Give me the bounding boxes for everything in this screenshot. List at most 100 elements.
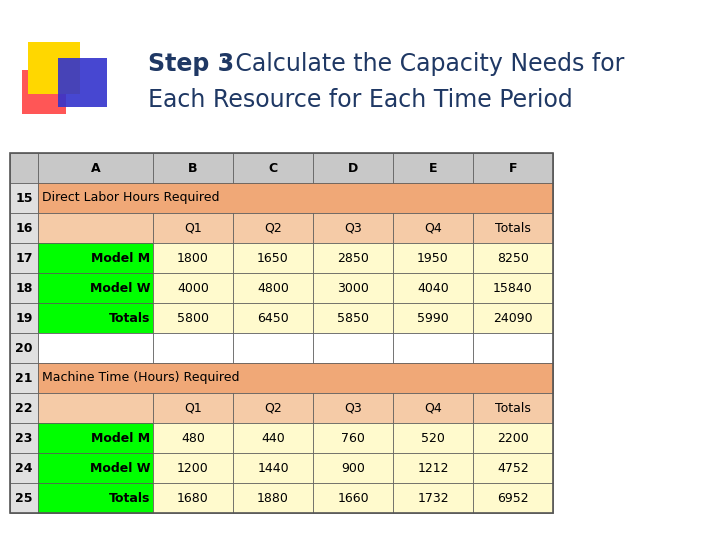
FancyBboxPatch shape bbox=[473, 243, 553, 273]
Text: 5990: 5990 bbox=[417, 312, 449, 325]
FancyBboxPatch shape bbox=[473, 153, 553, 183]
Text: 760: 760 bbox=[341, 431, 365, 444]
FancyBboxPatch shape bbox=[233, 153, 313, 183]
FancyBboxPatch shape bbox=[313, 213, 393, 243]
FancyBboxPatch shape bbox=[153, 453, 233, 483]
FancyBboxPatch shape bbox=[10, 393, 38, 423]
Text: 1880: 1880 bbox=[257, 491, 289, 504]
Text: B: B bbox=[188, 161, 198, 174]
FancyBboxPatch shape bbox=[313, 423, 393, 453]
FancyBboxPatch shape bbox=[313, 273, 393, 303]
FancyBboxPatch shape bbox=[473, 333, 553, 363]
Text: 5850: 5850 bbox=[337, 312, 369, 325]
FancyBboxPatch shape bbox=[10, 273, 38, 303]
FancyBboxPatch shape bbox=[10, 483, 38, 513]
FancyBboxPatch shape bbox=[10, 333, 38, 363]
FancyBboxPatch shape bbox=[233, 453, 313, 483]
Text: 6450: 6450 bbox=[257, 312, 289, 325]
Text: Q2: Q2 bbox=[264, 221, 282, 234]
FancyBboxPatch shape bbox=[153, 243, 233, 273]
FancyBboxPatch shape bbox=[393, 483, 473, 513]
Text: 16: 16 bbox=[15, 221, 32, 234]
FancyBboxPatch shape bbox=[10, 183, 38, 213]
Text: Q1: Q1 bbox=[184, 221, 202, 234]
FancyBboxPatch shape bbox=[28, 42, 80, 94]
Text: 1732: 1732 bbox=[417, 491, 449, 504]
FancyBboxPatch shape bbox=[313, 453, 393, 483]
FancyBboxPatch shape bbox=[10, 303, 38, 333]
Text: 21: 21 bbox=[15, 372, 32, 384]
FancyBboxPatch shape bbox=[38, 483, 153, 513]
FancyBboxPatch shape bbox=[393, 273, 473, 303]
Text: Q4: Q4 bbox=[424, 402, 442, 415]
FancyBboxPatch shape bbox=[393, 333, 473, 363]
Text: Q4: Q4 bbox=[424, 221, 442, 234]
Text: 4000: 4000 bbox=[177, 281, 209, 294]
Text: Model W: Model W bbox=[89, 281, 150, 294]
FancyBboxPatch shape bbox=[10, 213, 38, 243]
FancyBboxPatch shape bbox=[153, 213, 233, 243]
FancyBboxPatch shape bbox=[10, 423, 38, 453]
Text: 1800: 1800 bbox=[177, 252, 209, 265]
Text: Q3: Q3 bbox=[344, 402, 362, 415]
FancyBboxPatch shape bbox=[313, 483, 393, 513]
Text: 4752: 4752 bbox=[497, 462, 529, 475]
FancyBboxPatch shape bbox=[473, 303, 553, 333]
Text: 4040: 4040 bbox=[417, 281, 449, 294]
Text: A: A bbox=[91, 161, 100, 174]
Text: 19: 19 bbox=[15, 312, 32, 325]
FancyBboxPatch shape bbox=[38, 363, 553, 393]
FancyBboxPatch shape bbox=[22, 70, 66, 114]
Text: Totals: Totals bbox=[495, 402, 531, 415]
Text: 5800: 5800 bbox=[177, 312, 209, 325]
Text: 900: 900 bbox=[341, 462, 365, 475]
Text: F: F bbox=[509, 161, 517, 174]
FancyBboxPatch shape bbox=[393, 153, 473, 183]
Text: 1660: 1660 bbox=[337, 491, 369, 504]
Text: Q1: Q1 bbox=[184, 402, 202, 415]
FancyBboxPatch shape bbox=[393, 393, 473, 423]
FancyBboxPatch shape bbox=[153, 273, 233, 303]
FancyBboxPatch shape bbox=[38, 183, 553, 213]
FancyBboxPatch shape bbox=[38, 333, 153, 363]
Text: 22: 22 bbox=[15, 402, 32, 415]
FancyBboxPatch shape bbox=[153, 483, 233, 513]
FancyBboxPatch shape bbox=[313, 153, 393, 183]
FancyBboxPatch shape bbox=[313, 393, 393, 423]
FancyBboxPatch shape bbox=[393, 453, 473, 483]
Text: 17: 17 bbox=[15, 252, 32, 265]
Text: : Calculate the Capacity Needs for: : Calculate the Capacity Needs for bbox=[220, 52, 624, 76]
FancyBboxPatch shape bbox=[313, 333, 393, 363]
Text: Direct Labor Hours Required: Direct Labor Hours Required bbox=[42, 192, 220, 205]
Text: Each Resource for Each Time Period: Each Resource for Each Time Period bbox=[148, 88, 572, 112]
FancyBboxPatch shape bbox=[233, 483, 313, 513]
Text: 1950: 1950 bbox=[417, 252, 449, 265]
Text: Model M: Model M bbox=[91, 431, 150, 444]
Text: Q3: Q3 bbox=[344, 221, 362, 234]
FancyBboxPatch shape bbox=[153, 393, 233, 423]
Text: Totals: Totals bbox=[109, 491, 150, 504]
FancyBboxPatch shape bbox=[233, 273, 313, 303]
FancyBboxPatch shape bbox=[233, 243, 313, 273]
Text: 18: 18 bbox=[15, 281, 32, 294]
FancyBboxPatch shape bbox=[10, 453, 38, 483]
FancyBboxPatch shape bbox=[38, 243, 153, 273]
FancyBboxPatch shape bbox=[393, 213, 473, 243]
Text: Q2: Q2 bbox=[264, 402, 282, 415]
FancyBboxPatch shape bbox=[473, 483, 553, 513]
Text: 15840: 15840 bbox=[493, 281, 533, 294]
FancyBboxPatch shape bbox=[233, 393, 313, 423]
FancyBboxPatch shape bbox=[153, 423, 233, 453]
FancyBboxPatch shape bbox=[473, 273, 553, 303]
FancyBboxPatch shape bbox=[313, 303, 393, 333]
Text: D: D bbox=[348, 161, 358, 174]
FancyBboxPatch shape bbox=[38, 303, 153, 333]
FancyBboxPatch shape bbox=[38, 423, 153, 453]
Text: 25: 25 bbox=[15, 491, 32, 504]
Text: Step 3: Step 3 bbox=[148, 52, 234, 76]
Text: 3000: 3000 bbox=[337, 281, 369, 294]
Text: 8250: 8250 bbox=[497, 252, 529, 265]
FancyBboxPatch shape bbox=[233, 213, 313, 243]
Text: Totals: Totals bbox=[109, 312, 150, 325]
Text: 4800: 4800 bbox=[257, 281, 289, 294]
